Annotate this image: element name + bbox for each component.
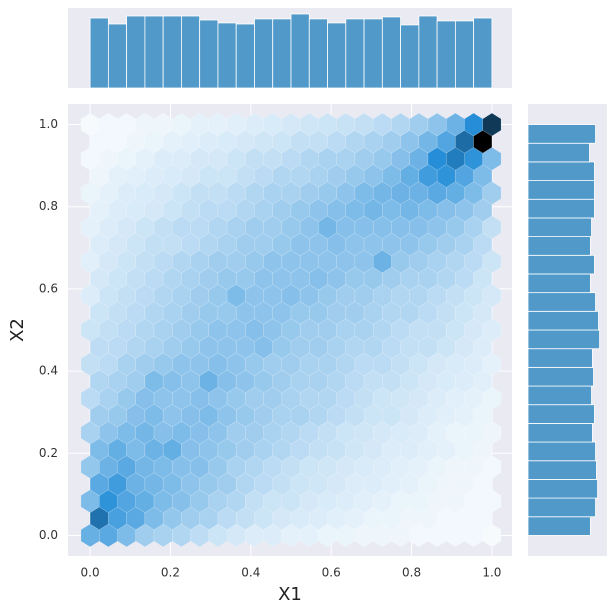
histogram-bar — [418, 15, 438, 89]
y-tick-label: 0.6 — [39, 281, 58, 295]
x-tick-label: 0.2 — [161, 566, 180, 580]
histogram-bar — [527, 329, 600, 350]
histogram-bar — [400, 24, 420, 89]
y-tick-label: 0.0 — [39, 528, 58, 542]
y-axis-label: X2 — [7, 318, 28, 342]
histogram-bar — [217, 22, 237, 89]
histogram-bar — [290, 13, 310, 89]
histogram-bar — [527, 310, 599, 331]
histogram-bar — [527, 142, 590, 163]
histogram-bar — [363, 18, 383, 89]
histogram-bar — [162, 15, 182, 89]
histogram-bar — [527, 497, 596, 518]
y-tick-label: 1.0 — [39, 117, 58, 131]
histogram-bar — [345, 18, 365, 89]
histogram-bar — [436, 20, 456, 89]
y-tick-label: 0.4 — [39, 364, 58, 378]
x-tick-label: 1.0 — [482, 566, 501, 580]
histogram-bar — [144, 15, 164, 89]
histogram-bar — [527, 404, 595, 424]
histogram-bar — [527, 366, 594, 387]
histogram-bar — [381, 16, 401, 89]
histogram-bar — [327, 22, 347, 89]
histogram-bar — [527, 236, 591, 256]
x-tick-label: 0.0 — [81, 566, 100, 580]
histogram-bar — [454, 20, 475, 89]
histogram-bar — [107, 23, 128, 89]
x-tick-label: 0.8 — [402, 566, 421, 580]
x-tick-label: 0.4 — [241, 566, 260, 580]
histogram-bar — [527, 441, 596, 462]
x-axis-label: X1 — [278, 584, 302, 605]
histogram-bar — [527, 422, 593, 443]
histogram-bar — [473, 17, 493, 89]
y-tick-label: 0.2 — [39, 446, 58, 460]
histogram-bar — [308, 18, 328, 89]
y-tick-label: 0.8 — [39, 199, 58, 213]
x-tick-label: 0.6 — [322, 566, 341, 580]
histogram-bar — [89, 17, 109, 89]
histogram-bar — [527, 273, 591, 294]
histogram-bar — [527, 198, 595, 219]
hexbin-cell — [482, 112, 502, 137]
histogram-bar — [527, 460, 597, 480]
histogram-bar — [527, 479, 598, 499]
histogram-bar — [527, 161, 595, 181]
histogram-bar — [527, 385, 592, 406]
histogram-bar — [527, 516, 591, 536]
histogram-bar — [199, 19, 219, 89]
histogram-bar — [254, 18, 274, 89]
histogram-bar — [126, 15, 146, 89]
histogram-bar — [181, 15, 201, 89]
histogram-bar — [527, 254, 595, 275]
histogram-bar — [272, 18, 292, 89]
histogram-bar — [527, 292, 596, 312]
histogram-bar — [527, 180, 595, 200]
histogram-bar — [527, 217, 592, 238]
histogram-bar — [527, 348, 593, 368]
histogram-bar — [527, 124, 596, 144]
histogram-bar — [235, 23, 255, 89]
